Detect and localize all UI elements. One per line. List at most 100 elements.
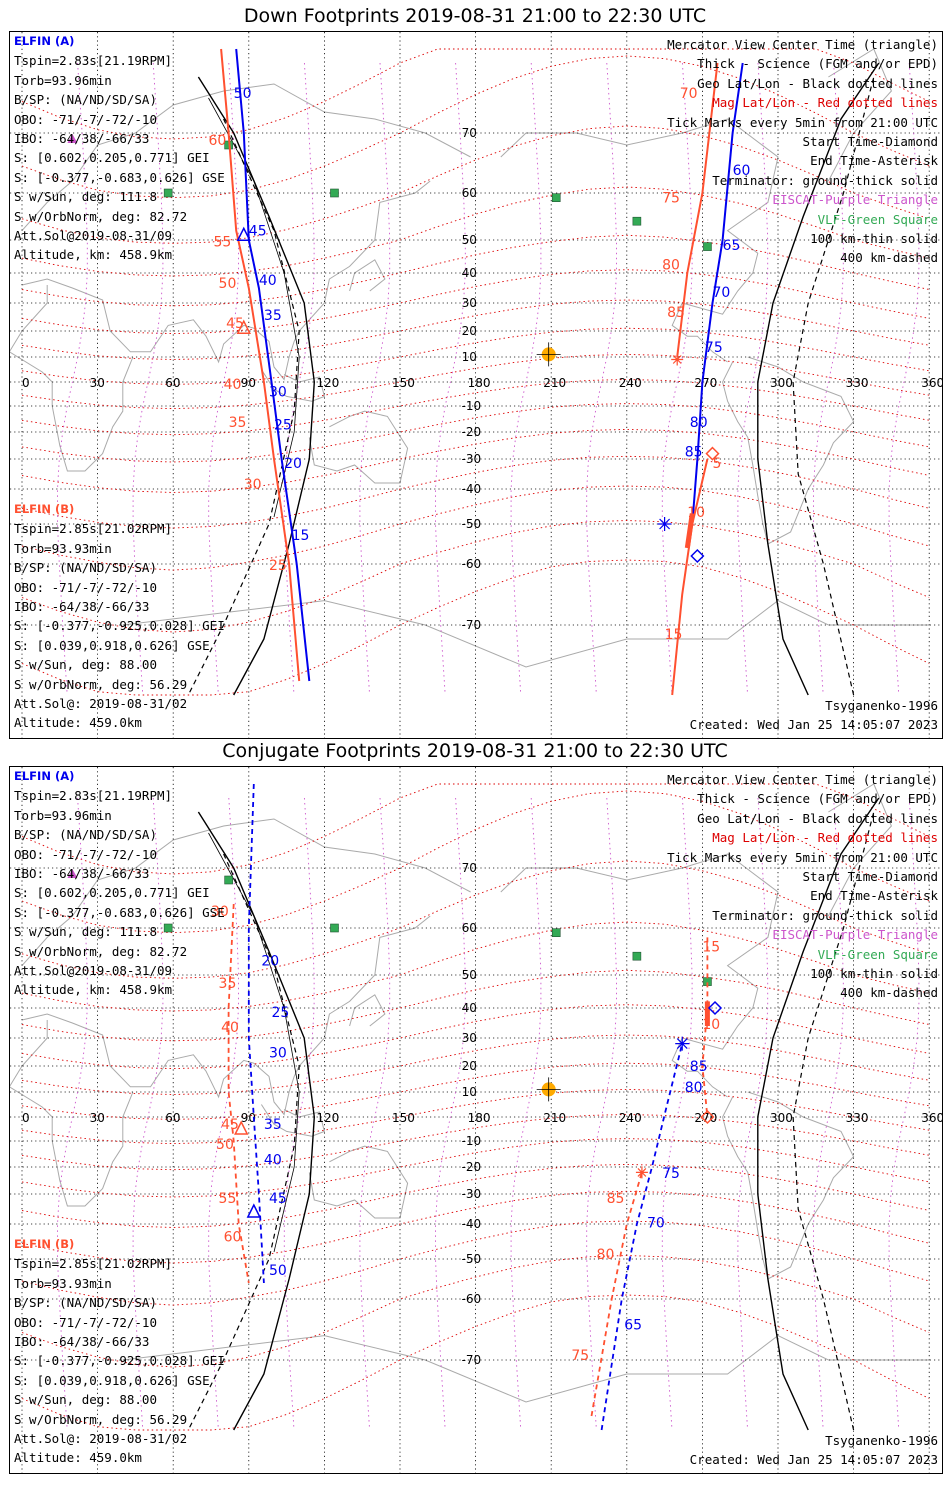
mag-parallel (21, 455, 930, 529)
map-panel-conjugate[interactable]: 0 30 60 90 120 150 180 210 240 270 300 330 360 70 60 50… (9, 766, 943, 1474)
elfin-b-tick-label: 35 (229, 415, 247, 431)
mag-meridian (57, 62, 88, 696)
lat-tick: -60 (462, 1292, 482, 1306)
elfin-b-center-triangle (234, 1120, 249, 1135)
lat-tick: -50 (462, 1252, 482, 1266)
lon-tick: 240 (619, 376, 642, 390)
elfin-b-tick-label: 30 (211, 904, 229, 920)
lon-tick: 0 (22, 1111, 30, 1125)
mag-parallel (21, 1220, 930, 1306)
elfin-a-track (691, 62, 744, 525)
vlf-station (330, 923, 339, 933)
info-line: S w/OrbNorm, deg: 82.72 (14, 208, 188, 224)
footer: Tsyganenko-1996 Created: Wed Jan 25 14:05… (690, 1431, 938, 1470)
info-line: Tspin=2.83s[21.19RPM] (14, 788, 173, 804)
legend: Mercator View Center Time (triangle) Thic… (667, 770, 938, 1003)
info-line: IBO: -64/38/-66/33 (14, 599, 150, 615)
mag-grid (21, 48, 930, 696)
info-line: Att.Sol@: 2019-08-31/02 (14, 1431, 188, 1447)
lat-tick: 30 (462, 296, 477, 310)
map-canvas[interactable]: 0 30 60 90 120 150 180 210 240 270 300 330 360706050… (10, 767, 942, 1473)
mag-meridian (283, 62, 315, 696)
elfin-a-tick-label: 40 (259, 273, 277, 289)
legend-item: VLF-Green Square (817, 946, 938, 962)
elfin-b-tick-label: 50 (216, 1137, 234, 1153)
mag-parallel (21, 520, 930, 633)
altitude-400km-line (187, 853, 300, 1431)
map-panel-down[interactable]: 0 30 60 90 120 150 180 210 240 270 300 330 360 70 60 50… (9, 31, 943, 739)
info-line: S: [-0.377,-0.925,0.028] GEI (14, 1353, 225, 1369)
elfin-a-track (247, 783, 265, 1284)
spacecraft-name: ELFIN (A) (14, 769, 75, 783)
lat-tick: 50 (462, 233, 477, 247)
elfin-a-tick-label: 70 (712, 285, 730, 301)
mag-meridian (208, 62, 239, 696)
lon-tick: 210 (543, 376, 566, 390)
lon-tick: 150 (392, 376, 415, 390)
info-line: S: [-0.377,-0.925,0.028] GEI (14, 618, 225, 634)
elfin-b-tick-label: 80 (597, 1247, 615, 1263)
legend-item: End Time-Asterisk (810, 888, 938, 904)
mag-meridian (737, 797, 769, 1431)
info-line: Altitude: 459.0km (14, 715, 142, 731)
info-line: S w/OrbNorm, deg: 56.29 (14, 1411, 188, 1427)
lat-tick: 40 (462, 266, 477, 280)
coastline (500, 853, 779, 1098)
map-canvas[interactable]: 0 30 60 90 120 150 180 210 240 270 300 330 360706050… (10, 32, 942, 738)
info-line: S w/Sun, deg: 88.00 (14, 1392, 157, 1408)
created-label: Created: Wed Jan 25 14:05:07 2023 (689, 1452, 938, 1468)
coastline (260, 1104, 325, 1137)
lat-tick: -20 (462, 425, 482, 439)
mag-meridian (132, 797, 164, 1431)
lon-tick: 120 (316, 376, 339, 390)
elfin-a-center-triangle (236, 226, 251, 242)
legend-item: Mag Lat/Lon - Red dotted lines (712, 830, 938, 846)
elfin-a-track (600, 1043, 684, 1431)
spacecraft-name: ELFIN (A) (14, 34, 75, 48)
lat-tick: -70 (462, 618, 482, 632)
coastline (827, 48, 892, 182)
legend-item: Start Time-Diamond (802, 869, 938, 885)
elfin-b-tick-label: 45 (221, 1117, 239, 1133)
elfin-a-tick-label: 35 (264, 308, 282, 324)
elfin-a-end-asterisk (675, 1036, 690, 1051)
elfin-a-tick-label: 45 (269, 1191, 287, 1207)
mag-meridian (510, 62, 542, 696)
lat-tick: -30 (462, 1187, 482, 1201)
lon-tick: 180 (468, 376, 491, 390)
altitude-400km-line (792, 811, 875, 1431)
elfin-b-tick-label: 55 (214, 235, 232, 251)
elfin-b-end-asterisk (635, 1166, 648, 1179)
mag-meridian (435, 62, 466, 696)
info-line: Torb=93.93min (14, 1275, 112, 1291)
geo-grid (10, 32, 942, 738)
mag-meridians (57, 62, 920, 696)
coastline (827, 783, 892, 917)
mag-meridian (586, 797, 617, 1431)
elfin-b-tick-label: 35 (219, 976, 237, 992)
info-line: Torb=93.96min (14, 72, 112, 88)
info-line: S w/Sun, deg: 111.8 (14, 189, 157, 205)
elfin-b-tick-label: 70 (680, 86, 698, 102)
lat-tick: 10 (462, 350, 477, 364)
lat-tick: -40 (462, 1217, 482, 1231)
mag-parallel (21, 921, 930, 1012)
info-line: Altitude, km: 458.9km (14, 247, 173, 263)
info-line: S: [0.039,0.918,0.626] GSE (14, 1372, 210, 1388)
coastline (10, 1020, 134, 1207)
mag-parallel (21, 234, 930, 307)
elfin-b-track (676, 62, 719, 358)
elfin-a-info: ELFIN (A) Tspin=2.83s[21.19RPM] Torb=93.96… (14, 767, 225, 1000)
elfin-b-tick-label: 75 (662, 190, 680, 206)
coastline (722, 1091, 855, 1280)
mag-grid (21, 783, 930, 1431)
elfin-b-tick-label: 80 (662, 258, 680, 274)
coastline (349, 994, 386, 1027)
mag-meridian (435, 797, 466, 1431)
info-line: B/SP: (NA/ND/SD/SA) (14, 827, 157, 843)
elfin-a-tick-label: 15 (292, 528, 310, 544)
legend-item: 100 km-thin solid (810, 966, 938, 982)
legend-item: EISCAT-Purple Triangle (772, 927, 938, 943)
mag-meridian (888, 797, 920, 1431)
lon-tick: 210 (543, 1111, 566, 1125)
